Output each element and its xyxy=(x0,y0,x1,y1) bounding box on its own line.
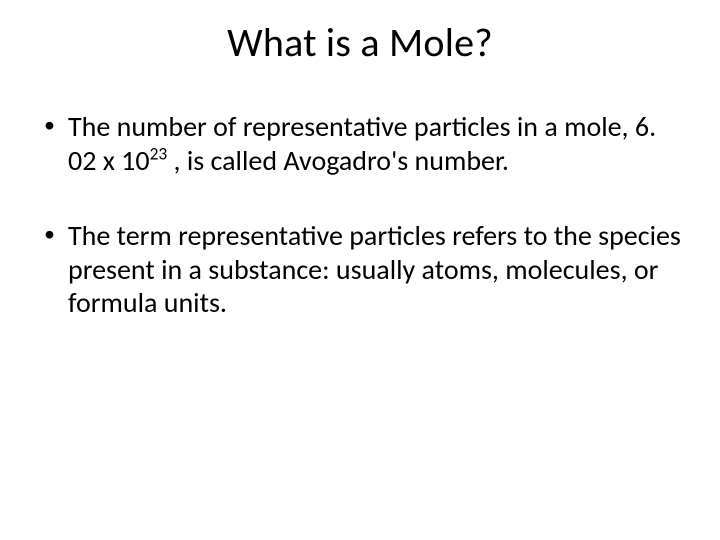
bullet-text-pre: The term representative particles refers… xyxy=(68,218,681,320)
bullet-item: The number of representative particles i… xyxy=(40,110,684,177)
bullet-item: The term representative particles refers… xyxy=(40,219,684,320)
bullet-superscript: 23 xyxy=(150,142,168,164)
bullet-text-post: , is called Avogadro's number. xyxy=(167,143,509,178)
bullet-list: The number of representative particles i… xyxy=(40,110,684,320)
slide-title: What is a Mole? xyxy=(0,18,720,67)
slide: What is a Mole? The number of representa… xyxy=(0,0,720,540)
slide-body: The number of representative particles i… xyxy=(40,110,684,362)
